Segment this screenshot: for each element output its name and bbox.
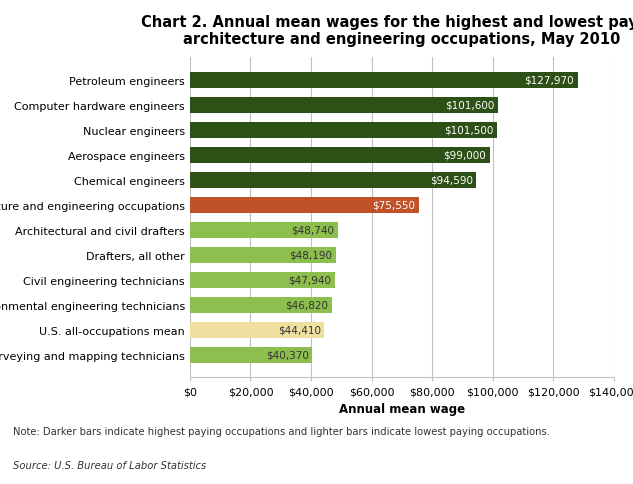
Title: Chart 2. Annual mean wages for the highest and lowest paying
architecture and en: Chart 2. Annual mean wages for the highe… [141,15,633,47]
Bar [190,98,498,114]
Bar [190,247,336,263]
Bar [190,297,332,313]
Text: Source: U.S. Bureau of Labor Statistics: Source: U.S. Bureau of Labor Statistics [13,460,206,470]
Bar [190,272,335,288]
Text: $127,970: $127,970 [524,76,574,86]
Text: $75,550: $75,550 [372,200,415,211]
Text: $40,370: $40,370 [266,350,308,360]
Text: $48,190: $48,190 [289,250,332,260]
Bar [190,148,490,164]
Text: $99,000: $99,000 [444,151,486,161]
Bar [190,322,325,338]
Bar [190,172,477,188]
Text: $48,740: $48,740 [291,225,334,235]
X-axis label: Annual mean wage: Annual mean wage [339,402,465,415]
Text: $47,940: $47,940 [289,275,332,285]
Text: $101,500: $101,500 [444,125,494,136]
Text: $94,590: $94,590 [430,175,473,185]
Bar [190,73,577,89]
Bar [190,347,312,363]
Text: $101,600: $101,600 [444,101,494,111]
Bar [190,222,337,238]
Bar [190,197,419,213]
Bar [190,122,498,138]
Text: $44,410: $44,410 [278,325,321,335]
Text: Note: Darker bars indicate highest paying occupations and lighter bars indicate : Note: Darker bars indicate highest payin… [13,426,549,436]
Text: $46,820: $46,820 [285,300,328,310]
